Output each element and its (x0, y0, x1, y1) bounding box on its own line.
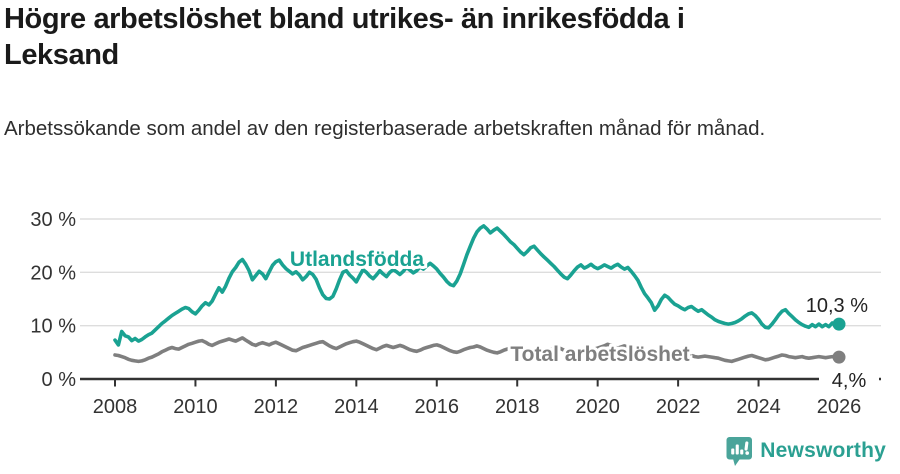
line-total (113, 336, 841, 364)
endpoint-utlandsfodda (832, 317, 846, 331)
brand-footer: Newsworthy (726, 434, 886, 468)
newsworthy-logo-icon (726, 436, 753, 467)
x-axis-tick-label: 2016 (415, 396, 460, 418)
x-axis-tick-label: 2022 (656, 396, 701, 418)
end-value-label-total: 4,% (832, 370, 867, 392)
chart-subtitle: Arbetssökande som andel av den registerb… (4, 117, 766, 140)
end-value-label-utlandsfodda: 10,3 % (806, 295, 868, 317)
x-axis-tick-label: 2024 (736, 396, 781, 418)
x-axis-tick-label: 2018 (495, 396, 540, 418)
y-axis-tick-label: 0 % (42, 369, 77, 391)
x-axis-tick-label: 2026 (817, 396, 862, 418)
x-axis-tick-label: 2012 (254, 396, 299, 418)
x-axis-tick-label: 2020 (575, 396, 620, 418)
x-axis-tick-label: 2008 (93, 396, 138, 418)
chart-canvas: 0 % 10 % 20 % 30 % 2008 2010 2012 2014 2016 2018 2… (30, 209, 881, 418)
newsworthy-logo-text: Newsworthy (760, 439, 886, 462)
x-axis-tick-label: 2014 (334, 396, 379, 418)
line-utlandsfodda (113, 224, 841, 347)
series-label-total: Total arbetslöshet (510, 343, 689, 366)
title-line-1: Högre arbetslöshet bland utrikes- än inr… (4, 3, 685, 35)
title-line-2: Leksand (4, 38, 119, 71)
page-title: Högre arbetslöshet bland utrikes- än inr… (4, 2, 874, 74)
endpoint-total (832, 350, 846, 364)
y-axis-tick-label: 20 % (30, 262, 76, 284)
series-label-utlandsfodda: Utlandsfödda (290, 248, 424, 271)
x-axis-tick-label: 2010 (173, 396, 218, 418)
end-value-label-bg (819, 367, 879, 393)
line-chart: 0 % 10 % 20 % 30 % 2008 2010 2012 2014 2016 2018 2… (0, 200, 900, 440)
y-axis-tick-label: 30 % (30, 209, 76, 231)
y-axis-tick-label: 10 % (30, 316, 76, 338)
